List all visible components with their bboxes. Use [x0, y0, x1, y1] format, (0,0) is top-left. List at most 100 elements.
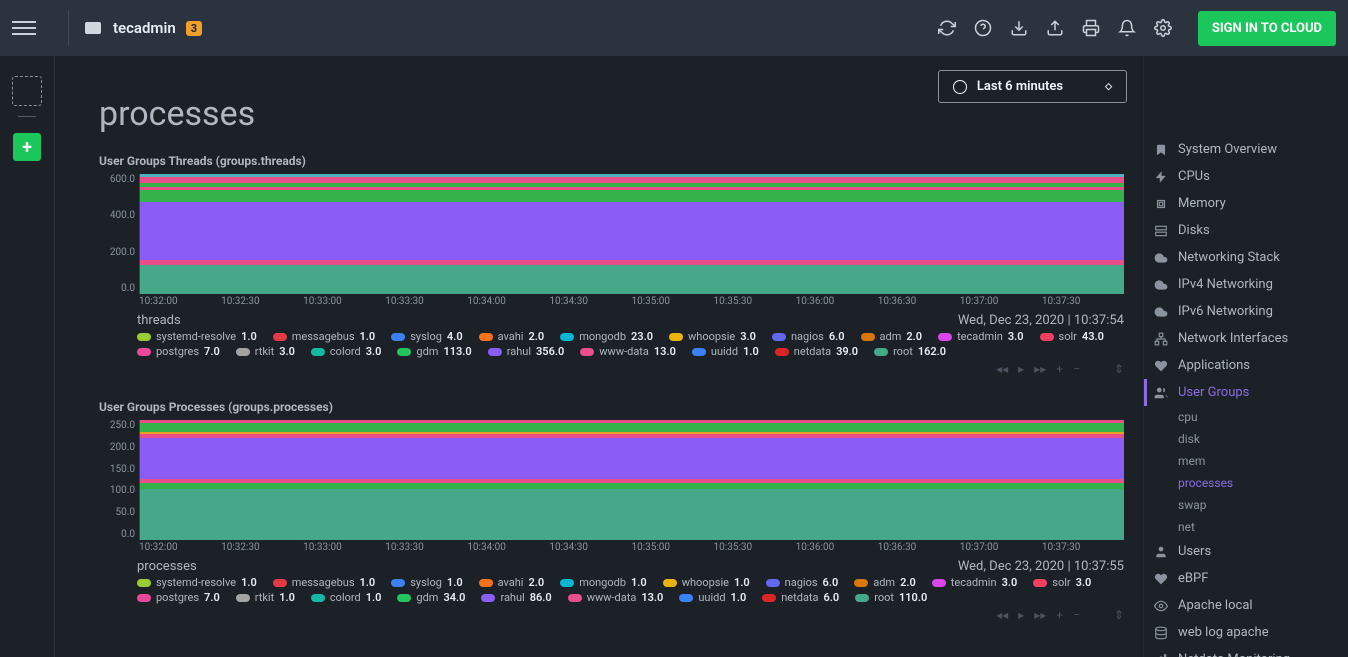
chart-plot[interactable]: [139, 174, 1124, 294]
heart-icon: [1154, 572, 1168, 586]
minus-icon[interactable]: −: [1073, 608, 1080, 622]
legend-item[interactable]: rtkit1.0: [236, 591, 295, 604]
legend-item[interactable]: uuidd1.0: [692, 345, 759, 358]
time-picker[interactable]: Last 6 minutes ◇: [938, 70, 1127, 103]
fastfwd-icon[interactable]: ▸▸: [1034, 362, 1046, 376]
nav-item-system-overview[interactable]: System Overview: [1148, 136, 1344, 163]
nav-item-network-interfaces[interactable]: Network Interfaces: [1148, 325, 1344, 352]
legend-item[interactable]: colord3.0: [311, 345, 382, 358]
legend-item[interactable]: root162.0: [874, 345, 946, 358]
ytick: 600.0: [110, 174, 135, 185]
legend-item[interactable]: rahul86.0: [481, 591, 551, 604]
legend-item[interactable]: rtkit3.0: [236, 345, 295, 358]
add-button[interactable]: +: [13, 133, 41, 161]
nav-item-ipv4-networking[interactable]: IPv4 Networking: [1148, 271, 1344, 298]
legend-item[interactable]: syslog4.0: [391, 330, 462, 343]
legend-label: messagebus: [292, 576, 355, 589]
nav-item-user-groups[interactable]: User Groups: [1144, 379, 1344, 406]
legend-item[interactable]: colord1.0: [311, 591, 382, 604]
nav-sub-disk[interactable]: disk: [1148, 428, 1344, 450]
legend-item[interactable]: nagios6.0: [772, 330, 845, 343]
nav-sub-swap[interactable]: swap: [1148, 494, 1344, 516]
legend-item[interactable]: www-data13.0: [580, 345, 676, 358]
legend-item[interactable]: root110.0: [855, 591, 927, 604]
nav-item-netdata-monitoring[interactable]: Netdata Monitoring: [1148, 646, 1344, 657]
legend-item[interactable]: netdata39.0: [775, 345, 858, 358]
print-icon[interactable]: [1082, 19, 1100, 37]
legend-item[interactable]: avahi2.0: [479, 576, 545, 589]
nav-item-cpus[interactable]: CPUs: [1148, 163, 1344, 190]
legend-item[interactable]: whoopsie1.0: [663, 576, 750, 589]
legend-item[interactable]: systemd-resolve1.0: [137, 576, 257, 589]
legend-item[interactable]: mongodb23.0: [560, 330, 653, 343]
gear-icon[interactable]: [1154, 19, 1172, 37]
legend-item[interactable]: tecadmin3.0: [938, 330, 1023, 343]
legend-item[interactable]: systemd-resolve1.0: [137, 330, 257, 343]
legend-item[interactable]: www-data13.0: [568, 591, 664, 604]
legend-item[interactable]: whoopsie3.0: [669, 330, 756, 343]
legend-item[interactable]: rahul356.0: [488, 345, 565, 358]
nav-item-disks[interactable]: Disks: [1148, 217, 1344, 244]
nav-label: Disks: [1178, 223, 1210, 238]
legend-item[interactable]: solr3.0: [1033, 576, 1091, 589]
nav-item-web-log-apache[interactable]: web log apache: [1148, 619, 1344, 646]
help-icon[interactable]: [974, 19, 992, 37]
rewind-icon[interactable]: ◂◂: [996, 608, 1008, 622]
xtick: 10:37:00: [960, 542, 1042, 553]
play-icon[interactable]: ▸: [1018, 608, 1024, 622]
plus-icon[interactable]: +: [1056, 608, 1063, 622]
download-icon[interactable]: [1010, 19, 1028, 37]
rewind-icon[interactable]: ◂◂: [996, 362, 1008, 376]
legend-item[interactable]: solr43.0: [1040, 330, 1104, 343]
hostname[interactable]: tecadmin: [113, 19, 176, 37]
legend-item[interactable]: syslog1.0: [391, 576, 462, 589]
legend-item[interactable]: messagebus1.0: [273, 576, 375, 589]
legend-label: solr: [1052, 576, 1070, 589]
nav-sub-processes[interactable]: processes: [1143, 472, 1344, 494]
nav-sub-net[interactable]: net: [1148, 516, 1344, 538]
play-icon[interactable]: ▸: [1018, 362, 1024, 376]
legend-item[interactable]: uuidd1.0: [679, 591, 746, 604]
chart-plot[interactable]: [139, 420, 1124, 540]
menu-icon[interactable]: [12, 16, 36, 40]
legend-swatch: [560, 579, 574, 587]
legend-item[interactable]: avahi2.0: [479, 330, 545, 343]
plus-icon[interactable]: +: [1056, 362, 1063, 376]
legend-item[interactable]: adm2.0: [854, 576, 916, 589]
legend-item[interactable]: messagebus1.0: [273, 330, 375, 343]
legend-value: 34.0: [443, 591, 465, 604]
nav-item-ipv6-networking[interactable]: IPv6 Networking: [1148, 298, 1344, 325]
nav-item-networking-stack[interactable]: Networking Stack: [1148, 244, 1344, 271]
legend-swatch: [273, 333, 287, 341]
resize-icon[interactable]: ⇕: [1114, 362, 1124, 376]
nav-item-users[interactable]: Users: [1148, 538, 1344, 565]
fastfwd-icon[interactable]: ▸▸: [1034, 608, 1046, 622]
nav-item-ebpf[interactable]: eBPF: [1148, 565, 1344, 592]
nav-item-memory[interactable]: Memory: [1148, 190, 1344, 217]
legend-item[interactable]: adm2.0: [861, 330, 923, 343]
nav-sub-cpu[interactable]: cpu: [1148, 406, 1344, 428]
legend-value: 2.0: [906, 330, 922, 343]
legend-item[interactable]: gdm34.0: [397, 591, 465, 604]
legend-item[interactable]: netdata6.0: [762, 591, 839, 604]
legend-item[interactable]: postgres7.0: [137, 591, 220, 604]
legend-item[interactable]: nagios6.0: [766, 576, 839, 589]
upload-icon[interactable]: [1046, 19, 1064, 37]
legend-item[interactable]: tecadmin3.0: [932, 576, 1017, 589]
node-placeholder[interactable]: [12, 76, 42, 106]
bell-icon[interactable]: [1118, 19, 1136, 37]
nav-item-apache-local[interactable]: Apache local: [1148, 592, 1344, 619]
legend-item[interactable]: mongodb1.0: [560, 576, 647, 589]
refresh-icon[interactable]: [938, 19, 956, 37]
nav-sub-mem[interactable]: mem: [1148, 450, 1344, 472]
nav-item-applications[interactable]: Applications: [1148, 352, 1344, 379]
signin-button[interactable]: SIGN IN TO CLOUD: [1198, 11, 1336, 46]
legend-item[interactable]: postgres7.0: [137, 345, 220, 358]
yaxis: 600.0400.0200.00.0: [99, 174, 139, 294]
alert-badge[interactable]: 3: [186, 21, 202, 36]
xtick: 10:36:30: [878, 542, 960, 553]
legend-item[interactable]: gdm113.0: [397, 345, 471, 358]
legend-label: root: [893, 345, 913, 358]
minus-icon[interactable]: −: [1073, 362, 1080, 376]
resize-icon[interactable]: ⇕: [1114, 608, 1124, 622]
